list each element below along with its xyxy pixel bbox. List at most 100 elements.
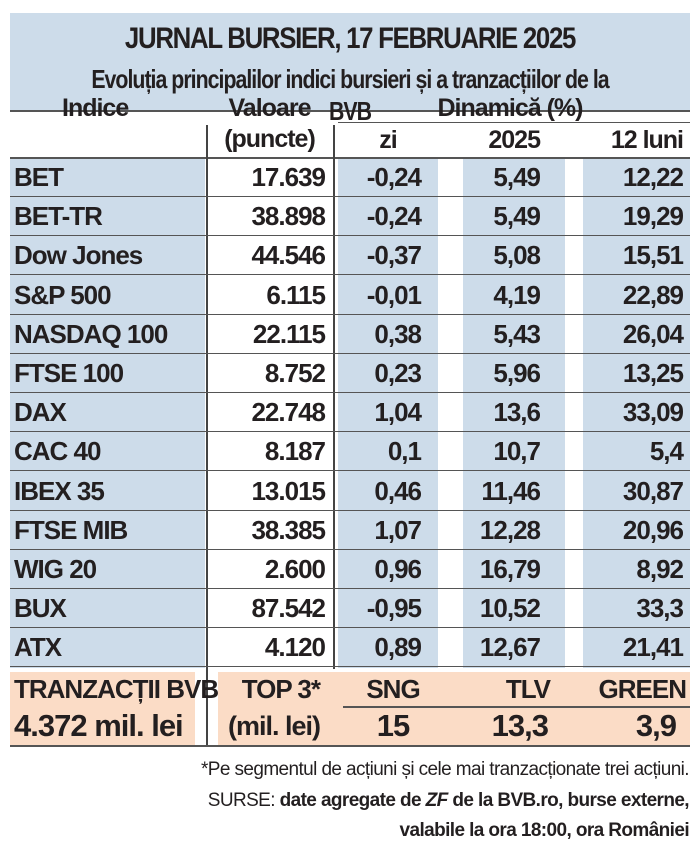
table-row: FTSE MIB 38.385 1,07 12,28 20,96 [0, 511, 699, 550]
index-value: 8.752 [264, 358, 326, 388]
bvb-label: TRANZACȚII BVB [14, 674, 219, 704]
row-divider [10, 274, 690, 276]
header-ytd: 2025 [488, 126, 541, 154]
top3-value: 13,3 [491, 708, 549, 743]
header-index: Indice [62, 94, 129, 122]
index-value: 17.639 [251, 162, 326, 192]
m12-change: 12,22 [622, 162, 684, 192]
ytd-change: 5,08 [493, 240, 541, 271]
row-divider [10, 392, 690, 393]
sources-zf: ZF [425, 790, 449, 811]
m12-change: 13,25 [622, 358, 684, 388]
header-m12: 12 luni [610, 126, 684, 154]
header-dynamics: Dinamică (%) [437, 94, 584, 122]
day-change: 1,04 [374, 397, 422, 428]
m12-change: 20,96 [622, 514, 684, 545]
index-name: FTSE 100 [14, 358, 124, 388]
index-name: Dow Jones [14, 240, 143, 271]
table-row: NASDAQ 100 22.115 0,38 5,43 26,04 [0, 315, 699, 354]
index-value: 44.546 [251, 240, 326, 271]
table-row: BET-TR 38.898 -0,24 5,49 19,29 [0, 197, 699, 237]
m12-change: 33,09 [622, 397, 684, 428]
row-divider [10, 588, 690, 589]
day-column-bg [338, 158, 438, 668]
ytd-change: 11,46 [481, 475, 541, 506]
ytd-change: 5,43 [493, 318, 541, 349]
sources-text: date agregate de [279, 790, 426, 811]
m12-column-bg [583, 158, 690, 668]
index-name: S&P 500 [14, 279, 112, 310]
top3-divider [343, 706, 690, 708]
ytd-change: 16,79 [479, 554, 541, 584]
day-change: 0,46 [374, 475, 422, 506]
day-change: 0,38 [374, 318, 422, 349]
row-divider [10, 196, 690, 197]
m12-change: 19,29 [622, 201, 684, 232]
bvb-top-bg [218, 672, 690, 745]
row-divider [10, 509, 690, 511]
column-divider [333, 125, 335, 669]
ytd-change: 10,52 [479, 593, 541, 624]
table-row: ATX 4.120 0,89 12,67 21,41 [0, 628, 699, 668]
table-row: Dow Jones 44.546 -0,37 5,08 15,51 [0, 236, 699, 276]
top3-name: TLV [505, 674, 551, 704]
day-change: 0,89 [374, 632, 422, 663]
index-name: BET [14, 162, 64, 192]
index-name: FTSE MIB [14, 514, 128, 545]
row-divider [10, 666, 690, 668]
index-column-bg [10, 158, 205, 668]
row-divider [10, 627, 690, 629]
m12-change: 26,04 [622, 318, 684, 349]
index-name: ATX [14, 632, 62, 663]
top3-value: 15 [376, 708, 410, 743]
index-value: 4.120 [264, 632, 326, 663]
day-change: -0,24 [366, 201, 422, 232]
page-title: JURNAL BURSIER, 17 FEBRUARIE 2025 [124, 22, 576, 55]
index-name: WIG 20 [14, 554, 97, 584]
sources-line-2: valabile la ora 18:00, ora României [399, 820, 690, 841]
ytd-change: 5,49 [493, 162, 541, 192]
m12-change: 5,4 [649, 436, 684, 467]
m12-change: 21,41 [622, 632, 684, 663]
index-value: 2.600 [264, 554, 326, 584]
ytd-change: 10,7 [493, 436, 541, 467]
sources-text: de la BVB.ro, burse externe, [447, 790, 689, 811]
table-row: DAX 22.748 1,04 13,6 33,09 [0, 393, 699, 433]
day-change: 0,23 [374, 358, 422, 388]
m12-change: 33,3 [636, 593, 684, 624]
day-change: -0,24 [366, 162, 422, 192]
index-value: 22.115 [252, 318, 326, 349]
row-divider [10, 235, 690, 237]
top3-label: TOP 3* [241, 674, 321, 704]
day-change: -0,37 [366, 240, 422, 271]
index-value: 8.187 [264, 436, 326, 467]
index-value: 6.115 [266, 279, 326, 310]
row-divider [10, 548, 690, 550]
ytd-column-bg [463, 158, 565, 668]
day-change: 1,07 [374, 514, 422, 545]
row-divider [10, 313, 690, 315]
top3-name: GREEN [598, 674, 687, 704]
ytd-change: 5,49 [493, 201, 541, 232]
bottom-rule [10, 745, 690, 747]
table-row: FTSE 100 8.752 0,23 5,96 13,25 [0, 354, 699, 393]
top3-unit: (mil. lei) [227, 711, 321, 741]
day-change: 0,96 [374, 554, 422, 584]
index-name: IBEX 35 [14, 475, 105, 506]
top3-name: SNG [366, 674, 420, 704]
ytd-change: 12,67 [479, 632, 541, 663]
day-change: -0,95 [366, 593, 422, 624]
sources-line-1: SURSE: date agregate de ZF de la BVB.ro,… [208, 789, 690, 813]
column-divider [206, 125, 208, 745]
m12-change: 8,92 [636, 554, 684, 584]
index-value: 87.542 [251, 593, 326, 624]
day-change: 0,1 [387, 436, 422, 467]
row-divider [10, 431, 690, 433]
ytd-change: 5,96 [493, 358, 541, 388]
index-value: 22.748 [251, 397, 326, 428]
row-divider [10, 352, 690, 354]
day-change: -0,01 [366, 279, 422, 310]
index-name: NASDAQ 100 [14, 318, 168, 349]
ytd-change: 13,6 [493, 397, 541, 428]
index-value: 38.898 [251, 201, 326, 232]
